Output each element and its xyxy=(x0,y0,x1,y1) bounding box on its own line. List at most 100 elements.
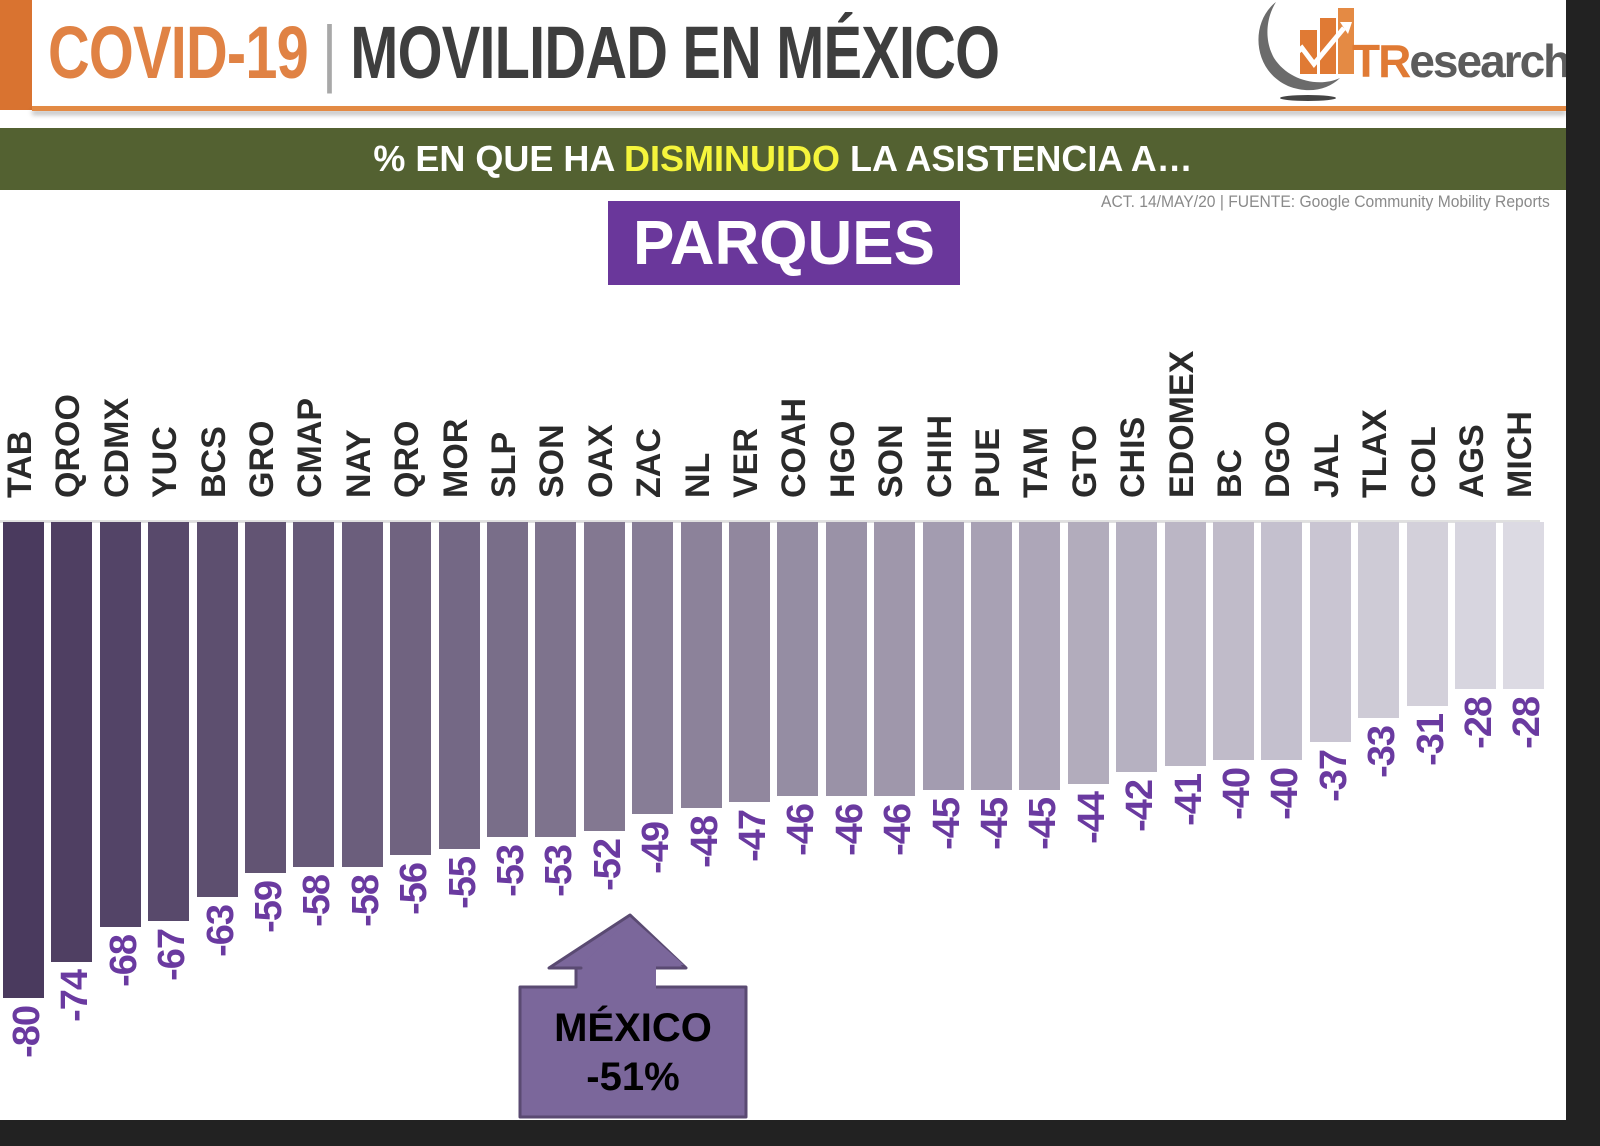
bar xyxy=(3,522,44,998)
bar-group: CMAP -58 xyxy=(291,0,339,1120)
bar-group: COAH -46 xyxy=(775,0,823,1120)
bar-group: CHIS -42 xyxy=(1114,0,1161,1120)
bar-value-label: -28 xyxy=(1506,696,1549,749)
bar-value-label: -40 xyxy=(1216,768,1258,820)
bar-value-label: -46 xyxy=(877,803,920,856)
bar-group: TLAX -33 xyxy=(1356,0,1404,1120)
bar-category-label: NL xyxy=(678,452,717,498)
bar-category-label: BC xyxy=(1211,448,1249,498)
bar-group: YUC -67 xyxy=(146,0,194,1120)
bar-group: MICH -28 xyxy=(1501,0,1549,1120)
bar-category-label: CDMX xyxy=(97,397,136,498)
bar-group: PUE -45 xyxy=(969,0,1016,1120)
bar-category-label: SLP xyxy=(485,431,523,498)
bar xyxy=(1067,522,1109,784)
bar-group: TAM -45 xyxy=(1017,0,1064,1120)
bar-category-label: EDOMEX xyxy=(1162,350,1201,498)
bar-value-label: -45 xyxy=(974,797,1016,850)
bar-group: TAB -80 xyxy=(1,0,48,1120)
bar xyxy=(1213,522,1254,760)
bar-group: OAX -52 xyxy=(582,0,629,1120)
bar xyxy=(245,522,286,874)
bar xyxy=(1116,522,1158,772)
bar-chart: TAB -80 QROO -74 CDMX -68 YUC -67 BCS -63 GRO -59 CM… xyxy=(1,0,1549,1120)
title-movilidad: MOVILIDAD EN MÉXICO xyxy=(350,10,1000,94)
page-title: COVID-19 | MOVILIDAD EN MÉXICO xyxy=(48,2,1000,102)
bar-group: SON -46 xyxy=(872,0,920,1120)
bar-value-label: -67 xyxy=(151,928,194,981)
bar-value-label: -46 xyxy=(780,803,823,856)
bar-group: MOR -55 xyxy=(436,0,484,1120)
bar-group: NL -48 xyxy=(678,0,726,1120)
bar xyxy=(583,522,625,832)
bar-category-label: PUE xyxy=(969,428,1007,498)
bar xyxy=(535,522,577,838)
bar-value-label: -46 xyxy=(828,803,871,856)
bar-category-label: CHIS xyxy=(1114,416,1153,498)
chart-baseline xyxy=(0,520,1540,523)
bar-value-label: -58 xyxy=(344,875,387,928)
bar-category-label: CMAP xyxy=(291,397,330,498)
bar-group: CDMX -68 xyxy=(97,0,145,1120)
bar-category-label: VER xyxy=(727,428,765,498)
bar xyxy=(99,522,141,927)
bar-category-label: QROO xyxy=(49,394,88,498)
bar xyxy=(1261,522,1303,760)
bar-value-label: -53 xyxy=(490,845,532,898)
bar-value-label: -68 xyxy=(102,934,145,987)
bar-category-label: COL xyxy=(1404,426,1443,498)
bar-group: BC -40 xyxy=(1211,0,1258,1120)
bar-category-label: HGO xyxy=(823,420,862,498)
bar-category-label: BCS xyxy=(194,426,233,498)
bar xyxy=(1309,522,1351,743)
bar-category-label: MOR xyxy=(436,418,475,498)
bar-group: HGO -46 xyxy=(823,0,871,1120)
bar-category-label: CHIH xyxy=(920,414,959,498)
header-divider xyxy=(32,106,1566,111)
bar-category-label: SON xyxy=(533,424,572,498)
bar xyxy=(1164,522,1206,766)
bar xyxy=(487,522,528,838)
bar xyxy=(196,522,238,897)
bar-category-label: NAY xyxy=(339,429,378,498)
bar-value-label: -53 xyxy=(538,845,581,898)
national-average-callout: MÉXICO -51% xyxy=(518,913,748,1119)
bar-group: BCS -63 xyxy=(194,0,242,1120)
bar-value-label: -80 xyxy=(6,1006,48,1058)
source-note: ACT. 14/MAY/20 | FUENTE: Google Communit… xyxy=(1101,192,1550,211)
category-badge: PARQUES xyxy=(608,201,960,285)
bar-value-label: -56 xyxy=(393,863,436,916)
bar-group: AGS -28 xyxy=(1453,0,1500,1120)
bar-value-label: -37 xyxy=(1312,750,1355,803)
subtitle-highlight: DISMINUIDO xyxy=(624,138,841,179)
bar-category-label: TAB xyxy=(1,430,39,498)
bar-group: NAY -58 xyxy=(339,0,387,1120)
bar xyxy=(1406,522,1448,707)
bar xyxy=(874,522,916,796)
bar xyxy=(680,522,722,808)
bar-value-label: -28 xyxy=(1458,696,1500,749)
bar-value-label: -45 xyxy=(925,797,968,850)
bar-value-label: -47 xyxy=(732,809,774,862)
up-arrow-icon xyxy=(518,913,748,1119)
bar-category-label: YUC xyxy=(146,426,185,498)
bar xyxy=(825,522,867,796)
subtitle-text: % EN QUE HA DISMINUIDO LA ASISTENCIA A… xyxy=(373,138,1193,179)
bar-value-label: -58 xyxy=(296,875,339,928)
title-separator: | xyxy=(322,10,337,94)
bar-group: JAL -37 xyxy=(1308,0,1355,1120)
bar-value-label: -41 xyxy=(1167,773,1210,826)
bar-category-label: GRO xyxy=(243,420,281,498)
bar-value-label: -49 xyxy=(635,821,678,874)
bar xyxy=(438,522,480,850)
bar-value-label: -33 xyxy=(1361,726,1404,779)
title-covid: COVID-19 xyxy=(48,10,309,94)
bar xyxy=(1358,522,1400,719)
bar-value-label: -52 xyxy=(586,839,629,892)
bar xyxy=(51,522,93,963)
bar xyxy=(632,522,674,814)
bar-chart-growth-icon xyxy=(1258,2,1354,101)
bar-value-label: -44 xyxy=(1070,791,1113,844)
bar-group: QRO -56 xyxy=(388,0,436,1120)
bar-category-label: DGO xyxy=(1259,420,1298,498)
